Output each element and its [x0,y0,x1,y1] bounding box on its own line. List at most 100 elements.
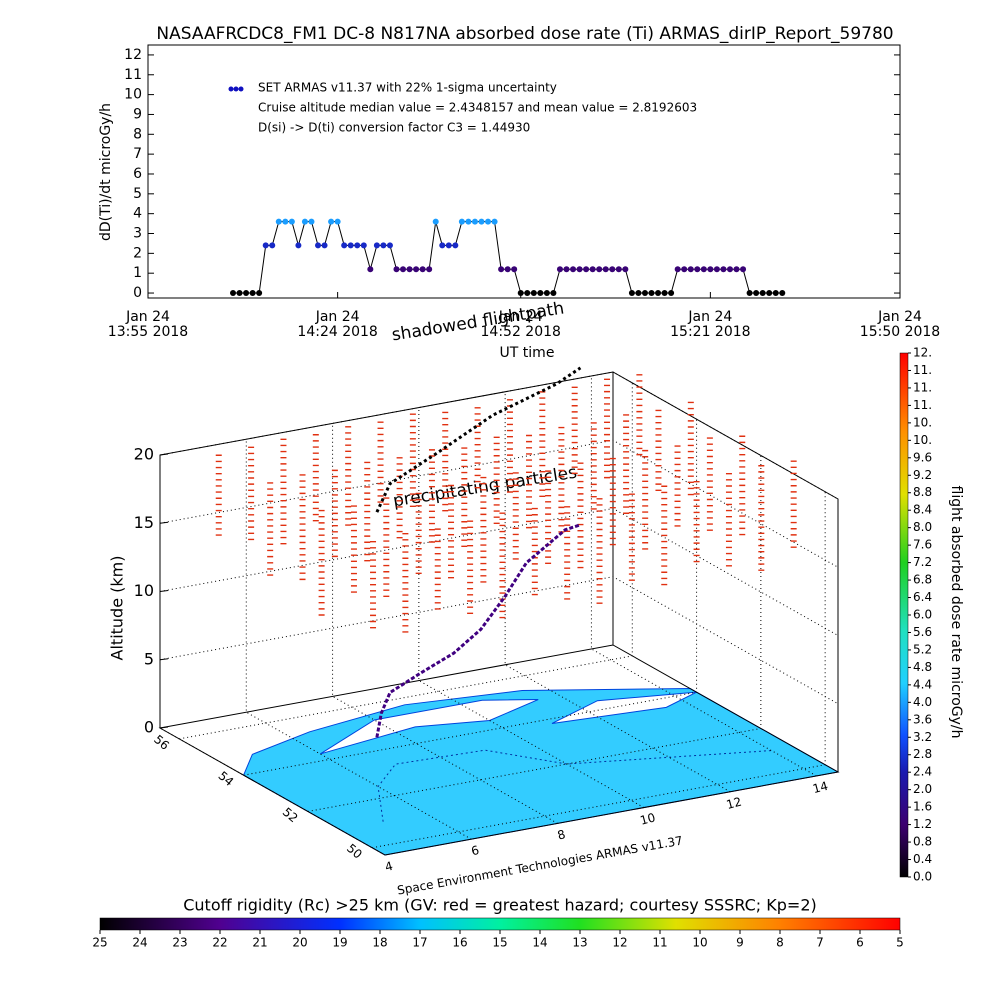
y-tick-label: 2 [133,245,142,261]
x-tick-label: 6 [470,843,481,859]
data-point [465,218,472,225]
grid-line [590,375,817,777]
colorbar-tick-label: 6.0 [913,608,932,622]
grid-line [504,391,731,793]
colorbar-tick-label: 11 [652,936,667,950]
particle-column [604,378,611,479]
colorbar-tick-label: 5.2 [913,642,932,656]
data-point [622,266,629,273]
data-point [772,290,779,297]
x-tick-label: Jan 24 [498,309,543,325]
y-tick-label: 5 [133,186,142,202]
colorbar-tick-label: 3.6 [913,712,932,726]
data-point [288,218,295,225]
particle-column [345,426,352,526]
colorbar-tick-label: 7.6 [913,538,932,552]
grid-line [159,507,839,636]
particle-column [364,461,371,562]
y-tick-label: 12 [124,47,142,63]
data-point [517,290,524,297]
data-point [295,242,302,249]
particle-column [739,435,746,536]
z-tick [159,658,169,661]
data-point [243,290,250,297]
particle-column [512,472,519,560]
data-point [583,266,590,273]
data-point [308,218,315,225]
grid-line [159,576,839,705]
particle-column [693,480,700,563]
particle-column [280,438,287,545]
particle-column [331,469,338,558]
y-tick-label: 56 [151,732,172,753]
data-point [661,290,668,297]
legend-symbol [238,86,244,92]
particle-column [299,474,306,581]
colorbar-tick-label: 5.6 [913,625,932,639]
x-tick-label: 13:55 2018 [108,324,188,340]
data-point [334,218,341,225]
legend-symbol [233,86,239,92]
particle-column [442,411,449,512]
x-axis-label: UT time [500,345,555,361]
data-point [628,290,635,297]
colorbar-tick-label: 4.8 [913,660,932,674]
particle-column [531,507,538,596]
map-land [242,688,840,856]
data-point [635,290,642,297]
grid-line [418,407,645,809]
colorbar-tick-label: 0.0 [913,870,932,884]
particle-column [461,447,468,548]
z-tick-label: 0 [144,718,154,737]
particle-column [215,454,222,536]
data-point [668,290,675,297]
colorbar-tick-label: 6 [856,936,864,950]
colorbar-tick-label: 8.8 [913,485,932,499]
data-point [262,242,269,249]
data-point [380,242,387,249]
particle-column [434,528,441,610]
data-point [491,218,498,225]
data-point [458,218,465,225]
z-tick-label: 5 [144,649,154,668]
data-point [452,242,459,249]
x-tick-label: 14 [811,779,829,796]
colorbar-label: flight absorbed dose rate microGy/h [948,486,964,739]
colorbar-tick-label: 2.0 [913,782,932,796]
particle-column [248,446,255,541]
grid-line [245,439,472,840]
map-border [377,749,772,822]
data-point [746,290,753,297]
data-point [393,266,400,273]
data-point [779,290,786,297]
data-point [602,266,609,273]
colorbar-tick-label: 19 [332,936,347,950]
particle-column [370,540,377,629]
data-point [694,266,701,273]
data-point [478,218,485,225]
data-point [609,266,616,273]
colorbar-tick-label: 1.6 [913,800,932,814]
colorbar-tick-label: 7.2 [913,555,932,569]
colorbar-tick-label: 9.2 [913,468,932,482]
data-point [256,290,263,297]
legend-text: D(si) -> D(ti) conversion factor C3 = 1.… [258,121,530,135]
data-point [498,266,505,273]
flight-path [375,366,582,513]
colorbar-tick-label: 0.4 [913,852,932,866]
z-tick [159,590,169,592]
y-tick-label: 8 [133,126,142,142]
colorbar-tick-label: 23 [172,936,187,950]
particle-column [571,386,578,475]
data-point [563,266,570,273]
x-tick-label: 15:50 2018 [860,324,940,340]
particle-column [758,465,765,571]
particle-column [706,437,713,531]
colorbar-tick-label: 10 [692,936,707,950]
particle-column [661,485,668,586]
colorbar-tick-label: 2.8 [913,747,932,761]
colorbar-tick-label: 13 [572,936,587,950]
colorbar-tick-label: 11. [913,398,932,412]
particle-column [383,497,390,598]
x-tick-label: 4 [383,859,394,875]
